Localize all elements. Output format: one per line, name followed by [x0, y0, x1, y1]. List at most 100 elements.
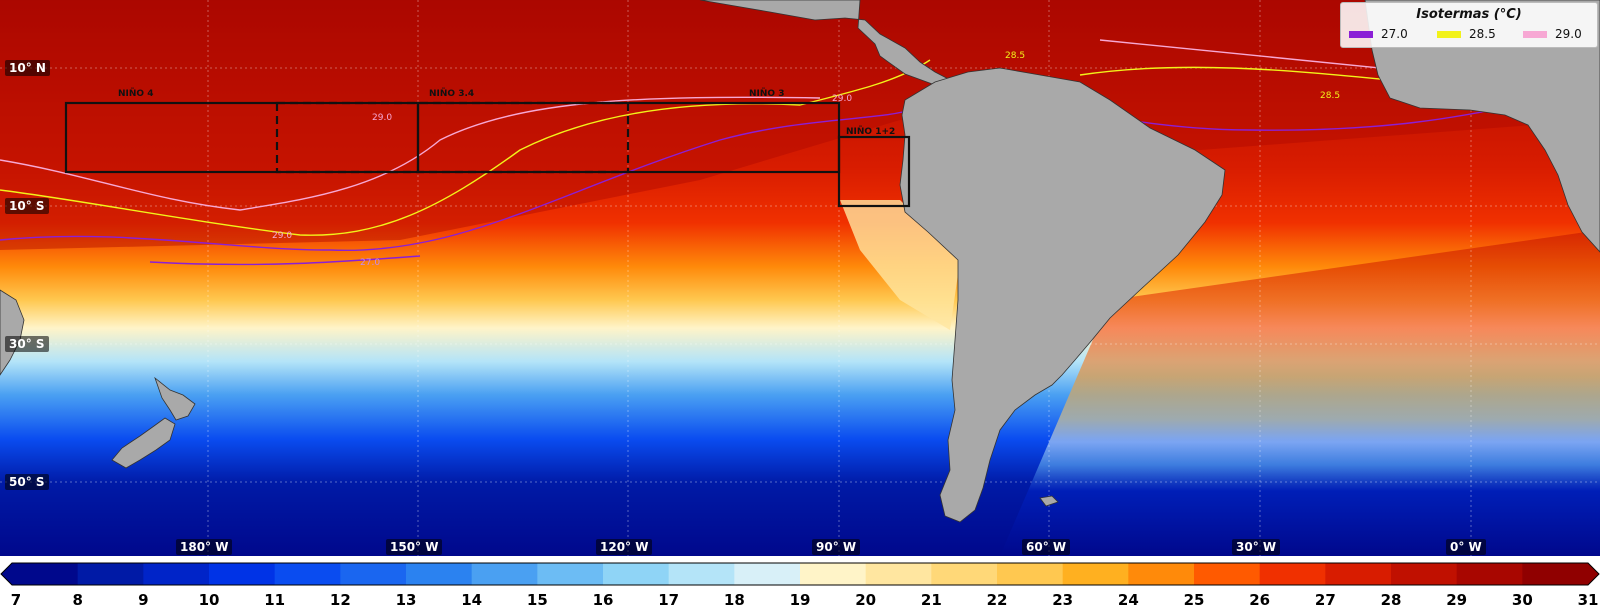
colorbar-max-extension [1588, 563, 1599, 585]
colorbar-segment [997, 563, 1064, 585]
colorbar-tick-label: 7 [10, 591, 22, 609]
colorbar-segment [1259, 563, 1326, 585]
lon-label-60w: 60° W [1022, 539, 1071, 555]
lat-label-30s: 30° S [5, 336, 49, 352]
landmasses [0, 0, 1600, 523]
north-america-land [699, 0, 963, 97]
south-america-land [899, 67, 1226, 523]
region-label-nino-4: NIÑO 4 [118, 89, 154, 99]
legend-title: Isotermas (°C) [1416, 7, 1522, 22]
colorbar-segment [406, 563, 473, 585]
colorbar-segment [865, 563, 932, 585]
colorbar-tick-label: 23 [1052, 591, 1074, 609]
colorbar-segment [274, 563, 341, 585]
colorbar-segment [668, 563, 735, 585]
africa-land [1364, 0, 1600, 253]
colorbar-tick-label: 14 [461, 591, 483, 609]
lat-label-10n: 10° N [5, 60, 50, 76]
isotherm-label-28-5-b: 28.5 [1320, 91, 1340, 101]
colorbar-tick-label: 10 [198, 591, 220, 609]
colorbar-tick-label: 21 [920, 591, 942, 609]
colorbar-segment [209, 563, 276, 585]
lon-label-0w: 0° W [1446, 539, 1486, 555]
falkland-islands [1039, 495, 1059, 507]
legend-swatch-29 [1523, 31, 1547, 38]
colorbar-segment [1522, 563, 1589, 585]
isotherm-value-labels: 29.0 28.5 27.0 29.0 28.5 29.0 [272, 51, 1340, 268]
legend-label-29: 29.0 [1555, 27, 1582, 41]
colorbar-tick-label: 25 [1183, 591, 1205, 609]
colorbar-min-extension [1, 563, 12, 585]
colorbar-tick-label: 22 [986, 591, 1008, 609]
colorbar-outline [0, 562, 1600, 586]
legend-label-27: 27.0 [1381, 27, 1408, 41]
colorbar-tick-label: 29 [1446, 591, 1468, 609]
new-zealand-north-island [154, 376, 196, 421]
colorbar-segment [603, 563, 670, 585]
colorbar-tick-label: 8 [72, 591, 83, 609]
isotherm-27-south [149, 255, 421, 266]
colorbar-tick-label: 15 [526, 591, 548, 609]
isotherm-29 [0, 39, 1401, 211]
colorbar-segment [931, 563, 998, 585]
colorbar-segment [340, 563, 407, 585]
region-label-nino-3: NIÑO 3 [749, 89, 785, 99]
nino-region-boxes [64, 101, 911, 208]
colorbar-tick-label: 9 [138, 591, 149, 609]
colorbar-tick-label: 31 [1577, 591, 1599, 609]
colorbar-tick-label: 16 [592, 591, 614, 609]
isotherm-label-29-c: 29.0 [272, 231, 292, 241]
lat-label-10s: 10° S [5, 198, 49, 214]
atlantic-ocean-shading [1000, 230, 1600, 556]
isotherm-28-5 [0, 59, 1391, 236]
colorbar-segment [1391, 563, 1458, 585]
lon-label-120w: 120° W [596, 539, 653, 555]
colorbar-segment [1128, 563, 1195, 585]
colorbar-tick-label: 28 [1380, 591, 1402, 609]
colorbar-segment [77, 563, 144, 585]
colorbar [0, 562, 1600, 586]
colorbar-tick-label: 12 [329, 591, 351, 609]
lon-label-180w: 180° W [176, 539, 233, 555]
colorbar-tick-label: 20 [855, 591, 877, 609]
lon-label-90w: 90° W [812, 539, 861, 555]
colorbar-tick-label: 30 [1511, 591, 1533, 609]
colorbar-segment [12, 563, 79, 585]
isotherm-contours [0, 39, 1541, 266]
colorbar-tick-label: 11 [264, 591, 286, 609]
colorbar-segment [800, 563, 867, 585]
colorbar-segment [471, 563, 538, 585]
colorbar-segment [1456, 563, 1523, 585]
colorbar-segment [1062, 563, 1129, 585]
colorbar-segment [1325, 563, 1392, 585]
colorbar-segment [143, 563, 210, 585]
legend-swatch-28-5 [1437, 31, 1461, 38]
nino-1-2-box [837, 135, 911, 208]
lon-label-150w: 150° W [386, 539, 443, 555]
legend-label-28-5: 28.5 [1469, 27, 1496, 41]
lon-label-30w: 30° W [1232, 539, 1281, 555]
isotherm-legend: Isotermas (°C) 27.0 28.5 29.0 [1340, 2, 1598, 48]
region-label-nino-3-4: NIÑO 3.4 [429, 89, 475, 99]
lat-label-50s: 50° S [5, 474, 49, 490]
colorbar-tick-label: 26 [1249, 591, 1271, 609]
colorbar-tick-label: 24 [1117, 591, 1139, 609]
new-zealand-south-island [111, 417, 176, 469]
isotherm-label-29-b: 29.0 [832, 94, 852, 104]
colorbar-tick-label: 17 [658, 591, 680, 609]
colorbar-tick-label: 19 [789, 591, 811, 609]
colorbar-tick-label: 18 [723, 591, 745, 609]
isotherm-label-29-a: 29.0 [372, 113, 392, 123]
isotherm-label-28-5-a: 28.5 [1005, 51, 1025, 61]
legend-swatch-27 [1349, 31, 1373, 38]
colorbar-segment [1194, 563, 1261, 585]
colorbar-tick-label: 13 [395, 591, 417, 609]
isotherm-label-27-a: 27.0 [360, 258, 380, 268]
colorbar-tick-label: 27 [1314, 591, 1336, 609]
colorbar-segment [537, 563, 604, 585]
sst-map: 29.0 28.5 27.0 29.0 28.5 29.0 [0, 0, 1600, 556]
region-label-nino-1-2: NIÑO 1+2 [846, 127, 896, 137]
isotherm-27 [0, 99, 1541, 252]
colorbar-segment [734, 563, 801, 585]
